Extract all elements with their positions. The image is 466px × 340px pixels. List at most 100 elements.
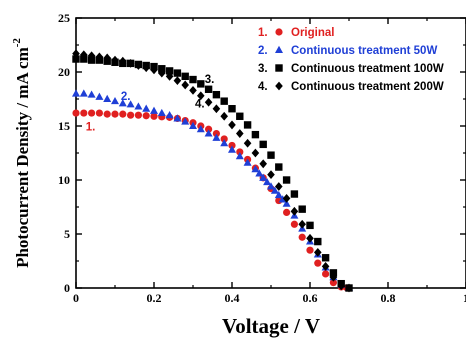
data-point <box>306 246 314 254</box>
data-point <box>87 90 96 98</box>
data-point <box>228 141 236 150</box>
data-point <box>212 133 221 141</box>
data-point <box>80 50 88 60</box>
data-point <box>321 254 330 262</box>
data-point <box>134 61 143 70</box>
data-point <box>189 75 197 84</box>
data-point <box>197 91 205 101</box>
y-tick-label: 5 <box>64 227 70 241</box>
data-point <box>181 72 189 81</box>
data-point <box>282 193 291 203</box>
data-point <box>275 182 283 191</box>
data-point <box>134 102 143 110</box>
data-point <box>150 112 158 120</box>
data-point <box>150 65 158 75</box>
data-point <box>181 80 189 90</box>
data-point <box>278 195 287 203</box>
data-point <box>251 148 260 158</box>
data-point <box>306 233 314 243</box>
curve-label: 1. <box>86 121 96 133</box>
data-point <box>243 121 252 129</box>
data-point <box>220 111 228 121</box>
data-point <box>87 51 96 61</box>
data-point <box>259 140 267 149</box>
legend-marker <box>275 28 283 36</box>
data-point <box>111 110 119 118</box>
data-point <box>72 55 80 63</box>
data-point <box>72 109 80 117</box>
data-point <box>158 68 166 78</box>
x-tick-label: 0 <box>73 291 79 305</box>
data-point <box>290 190 299 198</box>
data-point <box>165 111 174 119</box>
data-point <box>173 69 182 77</box>
data-point <box>267 151 275 159</box>
data-point <box>259 173 268 181</box>
data-point <box>103 53 111 63</box>
data-point <box>236 112 244 120</box>
data-point <box>173 114 182 122</box>
data-point <box>251 130 260 139</box>
x-tick-label: 0.4 <box>225 291 240 305</box>
data-point <box>150 106 158 114</box>
data-point <box>263 177 272 186</box>
data-point <box>79 89 88 97</box>
data-marks <box>72 49 353 293</box>
data-point <box>126 100 135 108</box>
data-point <box>127 111 135 119</box>
data-point <box>72 49 80 59</box>
legend-number: 2. <box>258 45 268 57</box>
data-point <box>95 52 104 62</box>
data-point <box>306 221 314 230</box>
data-point <box>243 158 252 166</box>
legend-marker <box>275 64 283 72</box>
data-point <box>259 159 267 169</box>
legend-label: Original <box>291 27 334 39</box>
x-axis-title: Voltage / V <box>222 314 320 338</box>
curve-label: 4. <box>195 99 205 111</box>
data-point <box>111 96 119 105</box>
data-point <box>95 109 103 117</box>
data-point <box>95 92 104 100</box>
data-point <box>322 270 330 278</box>
data-point <box>282 176 291 184</box>
data-point <box>298 233 306 241</box>
data-point <box>267 170 275 179</box>
data-point <box>275 163 283 171</box>
data-point <box>212 104 221 114</box>
series-2 <box>72 89 353 291</box>
legend-number: 1. <box>258 27 268 39</box>
data-point <box>189 121 197 129</box>
y-axis-title-main: Photocurrent Density / mA cm <box>13 47 32 268</box>
y-tick-label: 0 <box>64 281 70 295</box>
data-point <box>235 152 244 160</box>
y-tick-label: 10 <box>58 173 70 187</box>
data-point <box>118 99 127 107</box>
legend-label: Continuous treatment 50W <box>291 45 437 57</box>
data-point <box>298 205 306 213</box>
legend-number: 4. <box>258 81 268 93</box>
data-point <box>205 125 213 133</box>
curve-label: 3. <box>205 74 215 86</box>
data-point <box>314 259 322 267</box>
data-point <box>88 109 96 117</box>
data-point <box>157 108 166 117</box>
x-tick-label: 1 <box>463 291 466 305</box>
y-tick-label: 20 <box>58 65 70 79</box>
data-point <box>270 186 279 194</box>
legend-label: Continuous treatment 100W <box>291 63 444 75</box>
data-point <box>220 135 228 143</box>
data-point <box>126 58 135 68</box>
data-point <box>251 165 260 173</box>
data-point <box>243 138 252 148</box>
data-point <box>204 97 213 107</box>
data-point <box>290 206 299 216</box>
series-1 <box>72 109 351 292</box>
axis-ticks <box>75 17 466 289</box>
x-tick-label: 0.8 <box>381 291 396 305</box>
data-point <box>142 63 150 73</box>
data-point <box>80 109 88 117</box>
data-point <box>236 148 244 156</box>
y-tick-label: 25 <box>58 11 70 25</box>
